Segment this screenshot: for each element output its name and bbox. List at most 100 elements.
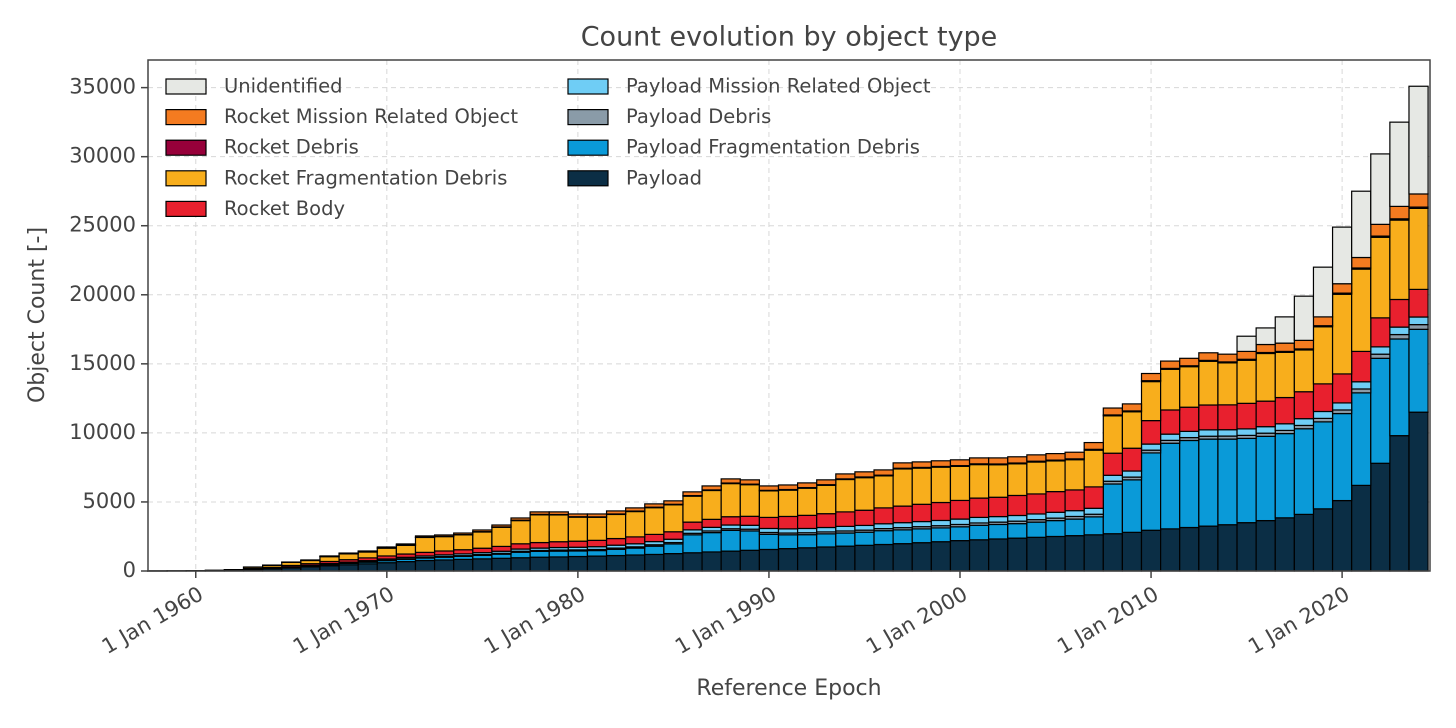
bar-segment <box>567 513 589 518</box>
bar-segment <box>1389 298 1410 328</box>
bar-segment <box>1064 489 1085 512</box>
bar-segment <box>1389 333 1410 340</box>
bar-segment <box>988 464 1009 498</box>
bar-segment <box>1179 406 1200 432</box>
bar-segment <box>968 497 990 519</box>
bar-segment <box>1255 343 1276 354</box>
bar-segment <box>529 511 550 515</box>
bar-segment <box>414 536 436 553</box>
bar-segment <box>1102 483 1123 535</box>
bar-segment <box>510 519 531 545</box>
bar-segment <box>1236 437 1257 524</box>
bar-segment <box>739 484 760 517</box>
bar-segment <box>911 520 932 528</box>
bar-segment <box>720 482 741 518</box>
bar-segment <box>1312 383 1334 413</box>
bar-segment <box>1370 153 1391 225</box>
bar-segment <box>1179 526 1200 572</box>
bar-segment <box>1140 452 1162 531</box>
bar-segment <box>892 468 913 507</box>
bar-segment <box>1389 205 1410 220</box>
bar-segment <box>1255 426 1276 434</box>
bar-segment <box>1312 410 1334 419</box>
x-tick-label: 1 Jan 2010 <box>1053 582 1162 659</box>
bar-segment <box>1312 508 1334 572</box>
bar-segment <box>758 490 780 519</box>
bar-segment <box>1312 421 1334 510</box>
bar-segment <box>758 485 780 491</box>
x-tick-label: 1 Jan 1990 <box>671 582 780 659</box>
bar-segment <box>1007 494 1028 517</box>
bar-segment <box>1140 380 1162 422</box>
bar-segment <box>777 484 799 491</box>
bar-segment <box>1255 352 1276 402</box>
bar-segment <box>548 514 569 543</box>
bar-segment <box>357 551 378 559</box>
bar-segment <box>472 531 493 549</box>
bar-segment <box>682 521 703 531</box>
bar-segment <box>796 482 818 489</box>
bar-segment <box>1045 511 1066 519</box>
bar-segment <box>414 559 436 572</box>
bar-segment <box>1064 518 1085 537</box>
plot-frame <box>147 59 1431 572</box>
y-tick-label: 15000 <box>69 351 136 375</box>
bar-segment <box>816 479 837 486</box>
bar-segment <box>758 516 780 530</box>
bar-segment <box>1160 433 1181 441</box>
bar-segment <box>625 507 646 512</box>
bar-segment <box>1083 516 1104 536</box>
bar-segment <box>529 550 550 558</box>
bar-segment <box>586 513 608 518</box>
bar-segment <box>1274 432 1295 519</box>
bar-segment <box>988 457 1009 465</box>
bar-segment <box>548 511 569 516</box>
legend-swatch <box>567 139 609 156</box>
bar-segment <box>873 507 894 525</box>
bar-segment <box>892 529 913 545</box>
x-tick-label: 1 Jan 2000 <box>862 582 971 659</box>
bar-segment <box>796 514 818 530</box>
bar-segment <box>1408 85 1429 195</box>
bar-segment <box>720 516 741 526</box>
bar-segment <box>395 561 417 572</box>
bar-segment <box>644 507 665 536</box>
legend-label: Rocket Fragmentation Debris <box>224 166 507 189</box>
bar-segment <box>510 551 531 559</box>
bar-segment <box>796 547 818 572</box>
bar-segment <box>1026 513 1047 521</box>
bar-segment <box>1121 447 1143 472</box>
bar-segment <box>911 503 932 523</box>
chart-title: Count evolution by object type <box>581 22 998 53</box>
y-tick-label: 30000 <box>69 144 136 168</box>
bar-segment <box>835 473 856 480</box>
bar-segment <box>376 546 397 549</box>
bar-segment <box>453 534 474 551</box>
bar-segment <box>1217 524 1238 572</box>
bar-segment <box>1293 339 1315 350</box>
bar-segment <box>1160 368 1181 411</box>
bar-segment <box>930 460 952 468</box>
bar-segment <box>1274 342 1295 353</box>
bar-segment <box>319 555 340 558</box>
bar-segment <box>338 553 359 561</box>
bar-segment <box>988 538 1009 572</box>
bar-segment <box>1331 402 1353 411</box>
bar-segment <box>1331 293 1353 375</box>
bar-segment <box>567 550 589 558</box>
bar-segment <box>1370 346 1391 355</box>
bar-segment <box>1160 528 1181 572</box>
bar-segment <box>1293 513 1315 572</box>
bar-segment <box>1408 193 1429 208</box>
bar-segment <box>529 541 550 549</box>
bar-segment <box>720 478 741 484</box>
legend-swatch <box>165 170 207 187</box>
bar-segment <box>701 518 722 528</box>
bar-segment <box>854 509 875 527</box>
bar-segment <box>1007 537 1028 572</box>
bar-segment <box>739 530 760 551</box>
bar-segment <box>1198 360 1219 406</box>
bar-segment <box>682 495 703 523</box>
bar-segment <box>1370 223 1391 237</box>
bar-segment <box>491 526 512 548</box>
